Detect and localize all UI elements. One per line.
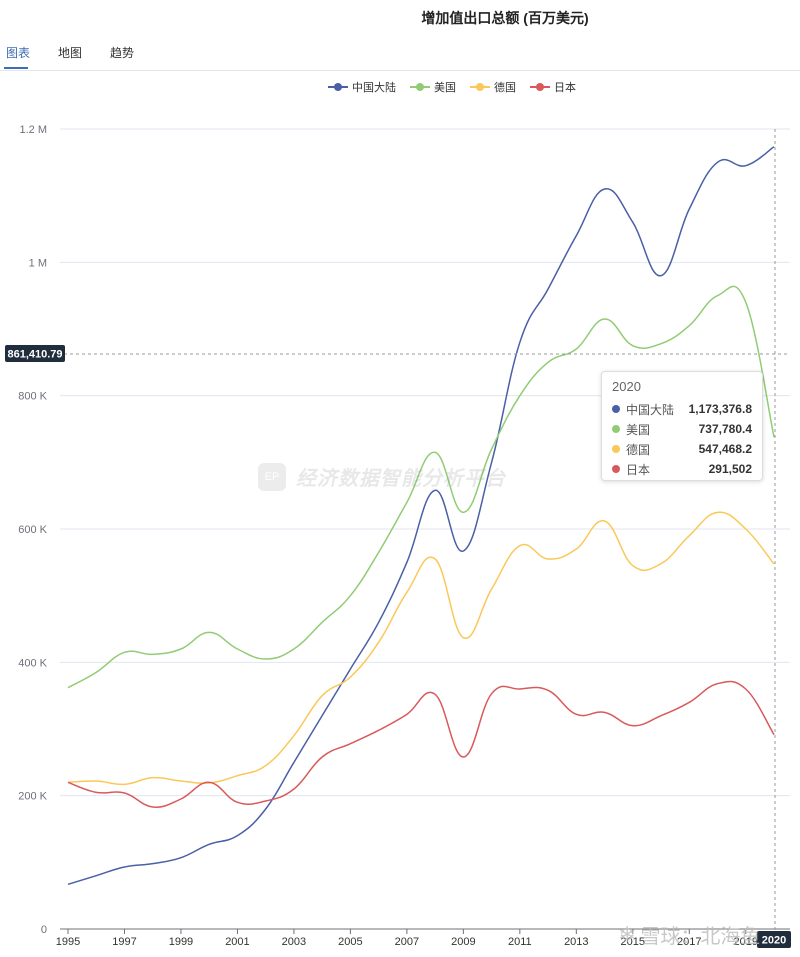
- legend-item-label[interactable]: 德国: [494, 80, 516, 94]
- tab-chart[interactable]: 图表: [6, 46, 31, 60]
- x-tick-label: 1997: [112, 936, 136, 948]
- tooltip-row: 美国 737,780.4: [612, 419, 752, 439]
- crosshair-y-label: 861,410.79: [7, 349, 62, 361]
- y-tick-label: 1 M: [29, 257, 47, 269]
- tooltip-row: 日本 291,502: [612, 459, 752, 479]
- tooltip-series-value: 737,780.4: [698, 422, 752, 436]
- legend: 中国大陆 美国 德国 日本: [328, 80, 576, 94]
- series-line-1[interactable]: [67, 285, 775, 689]
- tooltip-series-name: 美国: [626, 422, 651, 437]
- active-tab-indicator: [4, 67, 28, 69]
- axes: 0 200 K 400 K 600 K 800 K 1 M 1.2 M 1995 1997 199…: [18, 124, 758, 948]
- tab-map[interactable]: 地图: [58, 46, 83, 60]
- tooltip-series-value: 547,468.2: [698, 442, 752, 456]
- y-tick-label: 800 K: [18, 391, 47, 403]
- x-tick-label: 2009: [451, 936, 475, 948]
- x-tick-label: 2003: [282, 936, 306, 948]
- legend-marker-icon: [536, 83, 544, 91]
- legend-item-label[interactable]: 美国: [434, 81, 456, 94]
- x-tick-label: 2017: [677, 936, 701, 948]
- footer-watermark-text: 雪球：北海鱼: [640, 926, 761, 948]
- series-line-0[interactable]: [67, 146, 775, 886]
- series-dot-icon: [612, 425, 620, 433]
- y-tick-label: 600 K: [18, 524, 47, 536]
- x-tick-label: 2019: [734, 936, 758, 948]
- x-tick-label: 1995: [56, 936, 80, 948]
- legend-marker-icon: [334, 83, 342, 91]
- series-dot-icon: [612, 465, 620, 473]
- chart-title: 增加值出口总额 (百万美元): [421, 10, 589, 26]
- legend-marker-icon: [416, 83, 424, 91]
- crosshair-y-label-bg: [5, 345, 65, 362]
- x-tick-label: 2011: [508, 936, 532, 948]
- tooltip-series-value: 1,173,376.8: [688, 402, 752, 416]
- footer-watermark: ❄ 雪球：北海鱼: [618, 920, 760, 949]
- x-tick-label: 2015: [621, 936, 645, 948]
- platform-watermark: EP 经济数据智能分析平台: [258, 462, 506, 491]
- tooltip-year: 2020: [612, 379, 641, 394]
- y-tick-label: 1.2 M: [19, 124, 47, 136]
- tooltip-series-name: 中国大陆: [626, 402, 675, 417]
- y-tick-label: 400 K: [18, 657, 47, 669]
- series-line-2[interactable]: [67, 511, 775, 786]
- x-tick-label: 2005: [338, 936, 362, 948]
- tooltip-series-name: 日本: [626, 462, 651, 477]
- grid-lines: [60, 128, 790, 930]
- crosshair-x-label-bg: [757, 931, 791, 948]
- data-tooltip: 2020 中国大陆 1,173,376.8 美国 737,780.4 德国 54…: [601, 371, 763, 481]
- view-tabs: 图表 地图 趋势: [0, 40, 800, 71]
- legend-item-label[interactable]: 中国大陆: [352, 80, 396, 94]
- crosshair-x-label: 2020: [762, 935, 786, 947]
- tooltip-row: 德国 547,468.2: [612, 439, 752, 459]
- series-lines: [67, 146, 775, 886]
- series-dot-icon: [612, 445, 620, 453]
- x-tick-label: 2001: [225, 936, 249, 948]
- legend-marker-icon: [476, 83, 484, 91]
- legend-item-label[interactable]: 日本: [554, 80, 576, 94]
- tab-trend[interactable]: 趋势: [110, 46, 135, 60]
- y-tick-label: 200 K: [18, 791, 47, 803]
- series-line-3[interactable]: [67, 680, 775, 808]
- watermark-logo-icon: EP: [258, 462, 286, 491]
- snowball-logo-icon: ❄: [618, 921, 637, 947]
- tooltip-series-name: 德国: [626, 442, 651, 457]
- x-tick-label: 1999: [169, 936, 193, 948]
- y-tick-label: 0: [41, 924, 47, 936]
- tooltip-row: 中国大陆 1,173,376.8: [612, 399, 752, 419]
- crosshair: 861,410.79 2020: [5, 129, 791, 948]
- tooltip-series-value: 291,502: [708, 462, 752, 476]
- x-tick-label: 2013: [564, 936, 588, 948]
- series-dot-icon: [612, 405, 620, 413]
- x-tick-label: 2007: [395, 936, 419, 948]
- watermark-text: 经济数据智能分析平台: [296, 468, 506, 490]
